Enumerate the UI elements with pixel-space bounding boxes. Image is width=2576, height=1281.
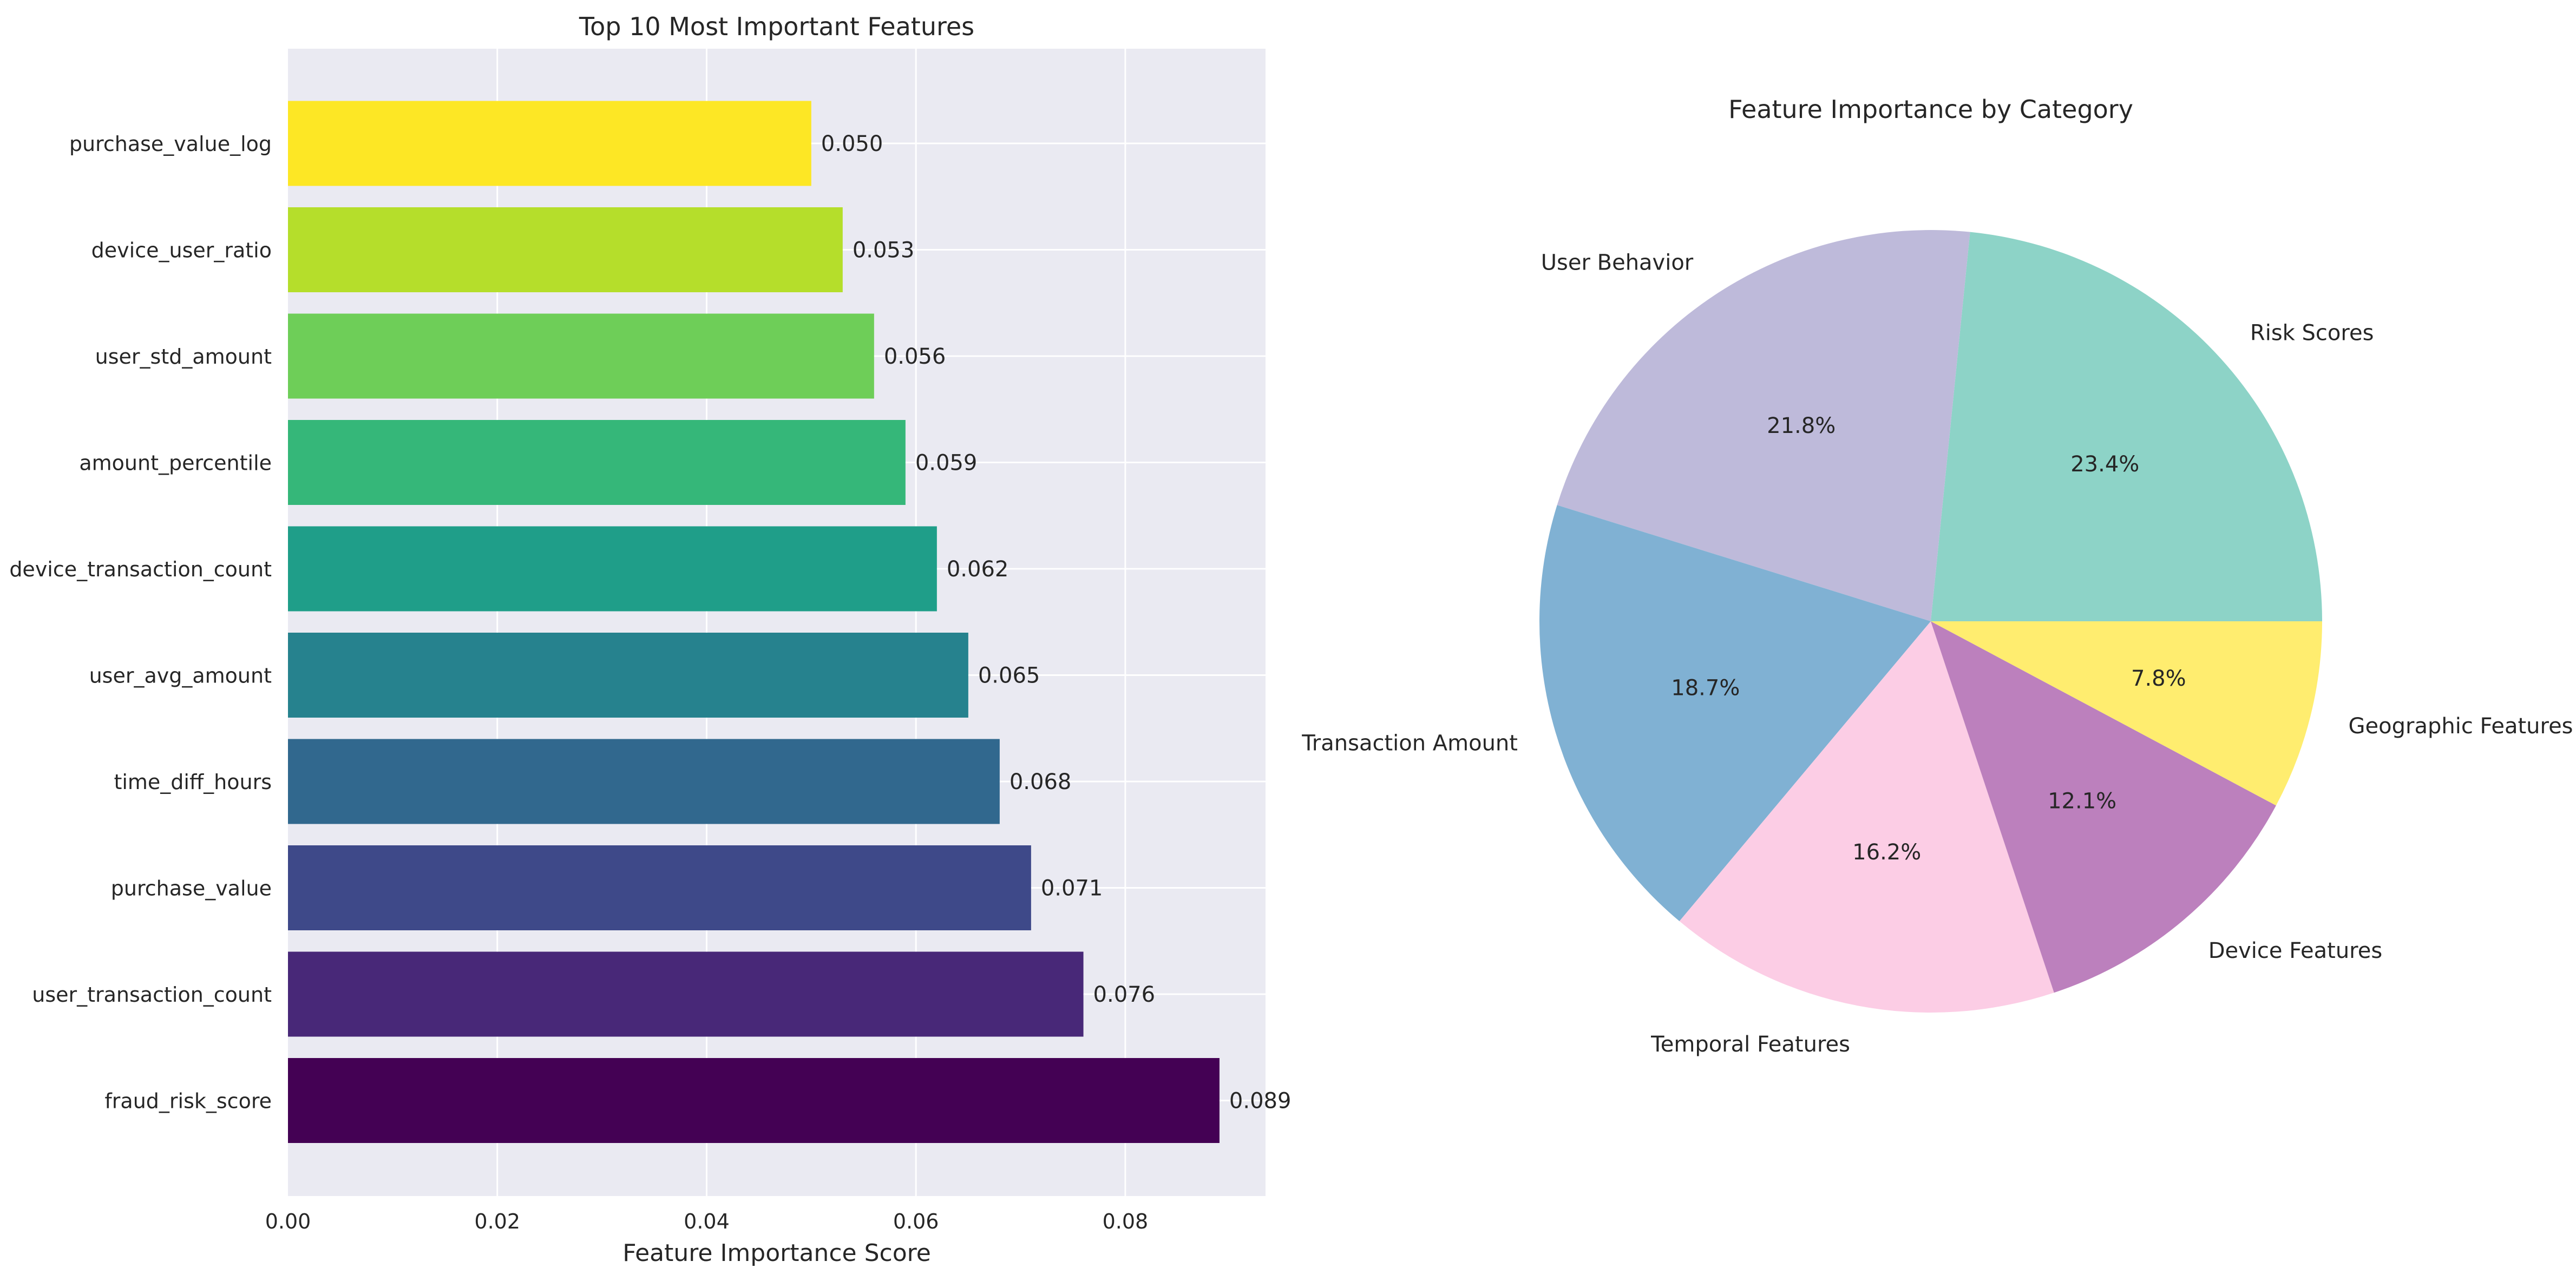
bar-chart-value-labels: 0.050 0.053 0.056 0.059 0.062 0.065 0.068 0.071…: [821, 132, 1292, 1114]
category-label: user_transaction_count: [32, 983, 272, 1007]
bar-time_diff_hours: [288, 739, 1000, 824]
value-label: 0.071: [1041, 876, 1103, 901]
bar-device_user_ratio: [288, 207, 843, 292]
bar-user_std_amount: [288, 313, 874, 399]
pie-category-label: Temporal Features: [1650, 1032, 1850, 1057]
pie-chart-title: Feature Importance by Category: [1728, 95, 2133, 124]
bar-chart-title: Top 10 Most Important Features: [579, 12, 974, 41]
value-label: 0.050: [821, 132, 883, 156]
bar-amount_percentile: [288, 420, 906, 505]
bar-user_transaction_count: [288, 951, 1084, 1037]
value-label: 0.089: [1229, 1089, 1292, 1114]
pie-percent-label: 7.8%: [2131, 666, 2186, 691]
pie-chart-percent-labels: 23.4% 21.8% 18.7% 16.2% 12.1% 7.8%: [1671, 413, 2186, 865]
pie-category-label: Transaction Amount: [1301, 731, 1518, 756]
category-label: amount_percentile: [79, 451, 272, 475]
x-tick-label: 0.08: [1103, 1210, 1149, 1233]
value-label: 0.065: [978, 664, 1040, 688]
pie-category-label: Device Features: [2208, 938, 2383, 963]
value-label: 0.068: [1010, 770, 1072, 794]
pie-percent-label: 16.2%: [1852, 840, 1921, 865]
bar-user_avg_amount: [288, 633, 968, 718]
pie-slice-temporal-features: [1679, 621, 2054, 1013]
category-label: user_std_amount: [95, 345, 272, 369]
bar-fraud_risk_score: [288, 1058, 1220, 1143]
pie-percent-label: 18.7%: [1671, 675, 1740, 700]
pie-category-label: Risk Scores: [2250, 321, 2374, 346]
pie-slice-user-behavior: [1557, 230, 1970, 622]
category-label: fraud_risk_score: [104, 1089, 272, 1113]
value-label: 0.062: [947, 557, 1009, 582]
bar-chart-bars: [288, 101, 1220, 1143]
pie-chart-category-labels: Risk Scores User Behavior Transaction Amou…: [1301, 251, 2573, 1057]
bar-purchase_value: [288, 845, 1031, 930]
bar-chart-x-axis-label: Feature Importance Score: [622, 1239, 931, 1267]
x-tick-label: 0.00: [265, 1210, 311, 1233]
pie-category-label: User Behavior: [1541, 251, 1694, 275]
bar-chart-x-ticks: 0.00 0.02 0.04 0.06 0.08: [265, 1210, 1149, 1233]
category-label: user_avg_amount: [89, 664, 272, 688]
bar-chart-panel: purchase_value_log device_user_ratio user_…: [9, 12, 1291, 1267]
x-tick-label: 0.06: [893, 1210, 939, 1233]
pie-chart-panel: Risk Scores User Behavior Transaction Amou…: [1301, 95, 2573, 1057]
category-label: device_user_ratio: [91, 239, 272, 262]
pie-slice-risk-scores: [1931, 232, 2322, 622]
pie-slice-device-features: [1931, 621, 2276, 993]
category-label: purchase_value: [111, 877, 272, 901]
x-tick-label: 0.04: [684, 1210, 730, 1233]
pie-percent-label: 21.8%: [1767, 413, 1836, 438]
value-label: 0.076: [1093, 982, 1156, 1007]
pie-chart-slices: [1539, 230, 2322, 1013]
x-tick-label: 0.02: [474, 1210, 520, 1233]
pie-percent-label: 23.4%: [2070, 452, 2139, 477]
value-label: 0.056: [884, 344, 946, 369]
pie-slice-transaction-amount: [1539, 505, 1931, 922]
pie-category-label: Geographic Features: [2349, 714, 2573, 739]
category-label: purchase_value_log: [69, 132, 272, 156]
value-label: 0.059: [915, 451, 978, 476]
pie-slice-geographic-features: [1931, 621, 2322, 806]
bar-purchase_value_log: [288, 101, 811, 186]
bar-device_transaction_count: [288, 526, 937, 612]
category-label: device_transaction_count: [9, 557, 272, 581]
value-label: 0.053: [853, 238, 915, 263]
bar-chart-category-labels: purchase_value_log device_user_ratio user_…: [9, 132, 272, 1113]
category-label: time_diff_hours: [114, 770, 272, 794]
pie-percent-label: 12.1%: [2048, 789, 2116, 814]
